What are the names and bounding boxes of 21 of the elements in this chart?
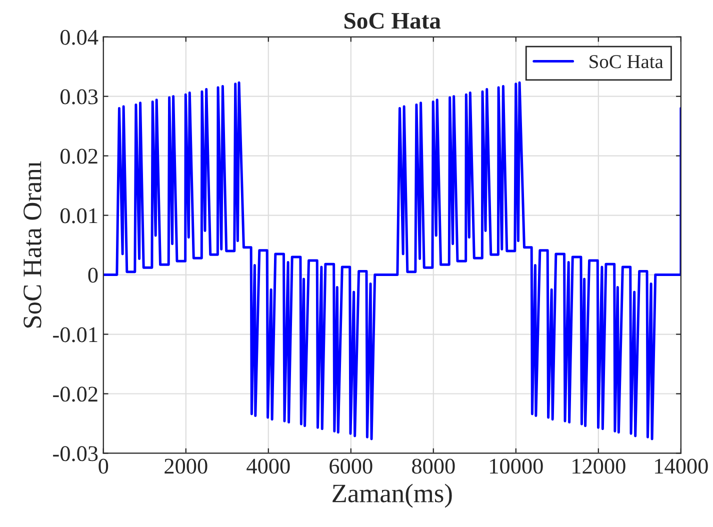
x-axis-title: Zaman(ms) (332, 484, 452, 508)
x-tick-label: 6000 (330, 458, 372, 474)
line-series (103, 81, 681, 440)
x-tick-label: 8000 (412, 458, 455, 474)
x-tick-label: 4000 (246, 458, 290, 474)
y-tick-label: -0.01 (53, 327, 98, 342)
x-tick-label: 12000 (572, 458, 626, 474)
y-axis-title: SoC Hata Oranı (24, 161, 42, 328)
y-tick-label: -0.03 (53, 446, 98, 462)
x-tick-label: 2000 (164, 458, 208, 474)
x-tick-label: 14000 (655, 458, 708, 474)
legend-label: SoC Hata (590, 55, 664, 68)
y-tick-label: -0.02 (53, 386, 98, 402)
y-tick-label: 0 (88, 268, 98, 283)
y-tick-label: 0.03 (60, 89, 98, 104)
chart-title: SoC Hata (344, 12, 441, 29)
x-tick-label: 0 (98, 458, 108, 474)
y-tick-label: 0.02 (60, 148, 98, 164)
y-tick-label: 0.04 (60, 30, 98, 45)
x-tick-label: 10000 (490, 458, 543, 474)
y-tick-label: 0.01 (60, 208, 98, 224)
